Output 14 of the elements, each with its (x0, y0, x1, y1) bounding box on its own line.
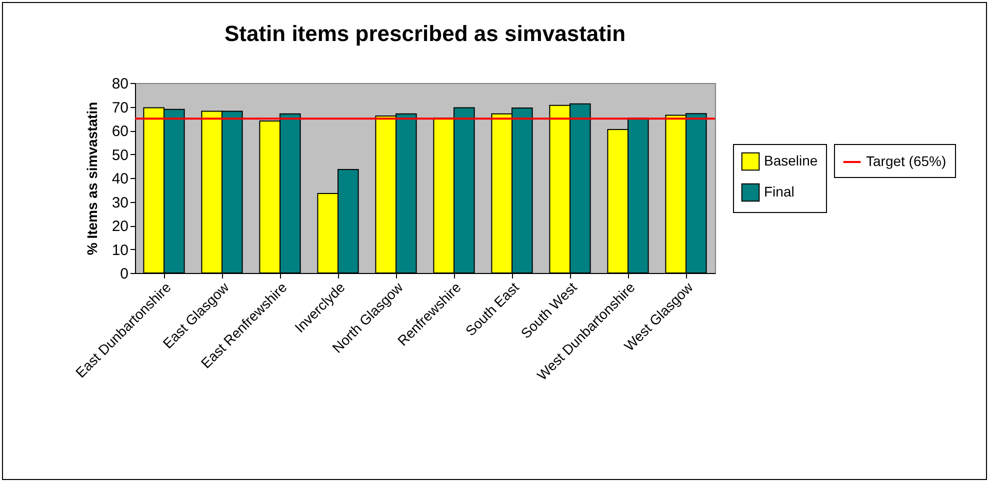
y-tick-label: 20 (112, 218, 128, 235)
y-tick-label: 40 (112, 170, 128, 188)
chart-title: Statin items prescribed as simvastatin (224, 21, 626, 46)
legend-label: Final (764, 184, 794, 200)
y-tick-label: 50 (112, 146, 128, 164)
legend-label: Target (65%) (866, 153, 946, 169)
y-axis-title: % Items as simvastatin (84, 102, 100, 256)
y-tick-label: 70 (112, 99, 128, 116)
y-tick-label: 10 (112, 242, 128, 259)
y-tick-label: 60 (112, 123, 128, 140)
legend-label: Baseline (764, 152, 818, 168)
y-tick-label: 30 (112, 194, 128, 212)
y-tick-label: 80 (112, 76, 128, 92)
y-tick-label: 0 (120, 266, 128, 282)
